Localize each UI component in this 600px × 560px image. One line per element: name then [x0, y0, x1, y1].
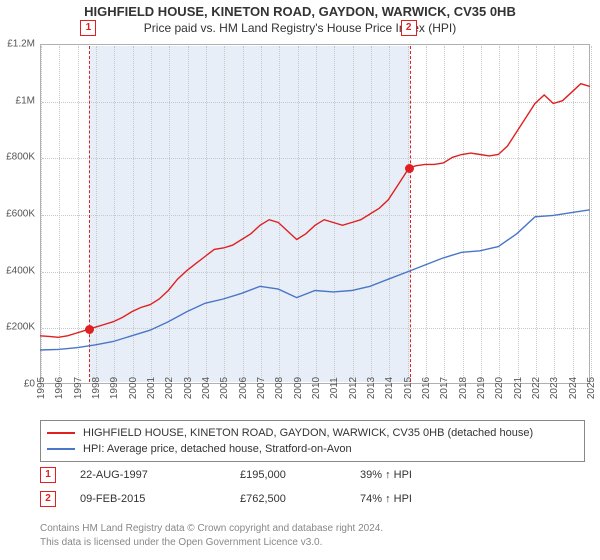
sales-date: 22-AUG-1997 — [80, 469, 240, 481]
sales-date: 09-FEB-2015 — [80, 493, 240, 505]
sale-marker-box: 2 — [401, 20, 417, 36]
y-tick-label: £1M — [0, 95, 35, 106]
sales-delta-pct: 39% — [360, 469, 382, 481]
sales-marker-box: 2 — [40, 491, 56, 507]
legend-label-hpi: HPI: Average price, detached house, Stra… — [83, 443, 352, 455]
arrow-up-icon: ↑ — [385, 469, 391, 481]
sales-delta-label: HPI — [394, 493, 412, 505]
legend-swatch-hpi — [47, 448, 75, 450]
y-tick-label: £600K — [0, 209, 35, 220]
chart-plot: 1995199619971998199920002001200220032004… — [40, 44, 590, 384]
sales-marker-box: 1 — [40, 467, 56, 483]
legend-swatch-property — [47, 432, 75, 434]
sales-delta-pct: 74% — [360, 493, 382, 505]
footer-line2: This data is licensed under the Open Gov… — [40, 536, 585, 550]
sales-row: 1 22-AUG-1997 £195,000 39% ↑ HPI — [40, 463, 585, 487]
sales-price: £762,500 — [240, 493, 360, 505]
sales-table: 1 22-AUG-1997 £195,000 39% ↑ HPI 2 09-FE… — [40, 463, 585, 511]
series-line-hpi — [40, 210, 590, 350]
chart-title-line1: HIGHFIELD HOUSE, KINETON ROAD, GAYDON, W… — [0, 4, 600, 19]
legend-item-property: HIGHFIELD HOUSE, KINETON ROAD, GAYDON, W… — [47, 425, 578, 441]
sales-delta-label: HPI — [394, 469, 412, 481]
y-tick-label: £200K — [0, 322, 35, 333]
footer-text: Contains HM Land Registry data © Crown c… — [40, 522, 585, 549]
y-tick-label: £1.2M — [0, 39, 35, 50]
sales-row: 2 09-FEB-2015 £762,500 74% ↑ HPI — [40, 487, 585, 511]
series-line-property — [40, 84, 590, 338]
y-tick-label: £800K — [0, 152, 35, 163]
arrow-up-icon: ↑ — [385, 493, 391, 505]
gridline-v — [591, 46, 592, 382]
sales-delta: 39% ↑ HPI — [360, 469, 500, 481]
legend-item-hpi: HPI: Average price, detached house, Stra… — [47, 441, 578, 457]
legend-label-property: HIGHFIELD HOUSE, KINETON ROAD, GAYDON, W… — [83, 427, 533, 439]
y-tick-label: £400K — [0, 265, 35, 276]
sales-delta: 74% ↑ HPI — [360, 493, 500, 505]
y-tick-label: £0 — [0, 379, 35, 390]
footer-line1: Contains HM Land Registry data © Crown c… — [40, 522, 585, 536]
sale-marker-box: 1 — [80, 20, 96, 36]
legend-box: HIGHFIELD HOUSE, KINETON ROAD, GAYDON, W… — [40, 420, 585, 462]
chart-lines-svg — [40, 44, 590, 384]
sales-price: £195,000 — [240, 469, 360, 481]
